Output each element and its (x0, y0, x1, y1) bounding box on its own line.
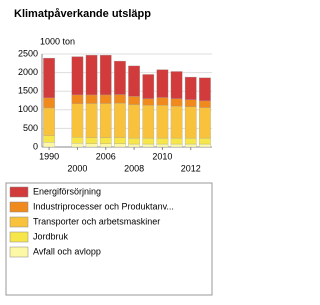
bar-segment (184, 137, 197, 145)
bar-segment (156, 137, 169, 145)
legend-swatch (9, 231, 29, 243)
y-axis-label: 1000 ton (40, 36, 75, 46)
bar-segment (156, 143, 169, 148)
bar-segment (184, 99, 197, 107)
chart: Klimatpåverkande utsläpp 1000 ton 0 500 10… (5, 8, 213, 296)
bar-segment (43, 107, 55, 136)
x-tick-label: 2010 (152, 151, 172, 161)
bar-segment (142, 137, 155, 145)
bar-segment (199, 143, 211, 148)
bar-segment (170, 143, 183, 148)
bar-segment (85, 54, 98, 96)
x-tick-label: 2006 (96, 151, 116, 161)
y-tick-label: 500 (23, 123, 38, 133)
bar-segment (199, 137, 211, 145)
legend-label: Industriprocesser och Produktanv... (33, 201, 174, 211)
bar-segment (184, 106, 197, 139)
bar-segment (114, 102, 126, 138)
bar-segment (114, 94, 126, 104)
x-tick-label: 2012 (181, 163, 201, 173)
bar-segment (184, 143, 197, 148)
bar-segment (128, 104, 140, 139)
legend-frame (5, 182, 213, 296)
bar-segment (156, 105, 169, 139)
y-tick-label: 0 (33, 141, 38, 151)
bar-segment (99, 94, 112, 104)
bar-segment (71, 94, 84, 104)
bar-segment (156, 97, 169, 106)
bar-segment (128, 96, 140, 105)
bar-segment (99, 54, 112, 96)
legend-label: Energiförsörjning (33, 186, 101, 196)
y-tick-label: 2000 (18, 67, 38, 77)
bar-segment (199, 100, 211, 108)
bar-segment (71, 103, 84, 138)
bar-segment (170, 71, 183, 99)
bar-segment (43, 97, 55, 109)
x-tick-label: 1990 (39, 151, 59, 161)
bar-segment (170, 137, 183, 145)
bar-segment (128, 65, 140, 97)
bar-segment (85, 143, 98, 148)
y-tick-label: 1500 (18, 86, 38, 96)
x-tick-label: 2008 (124, 163, 144, 173)
bar-segment (128, 137, 140, 145)
bar-segment (99, 143, 112, 148)
y-tick-label: 2500 (18, 48, 38, 58)
bar-segment (142, 98, 155, 106)
bar-segment (99, 137, 112, 144)
bar-segment (142, 74, 155, 99)
bar-segment (85, 137, 98, 144)
bar-segment (170, 98, 183, 107)
bar-segment (184, 76, 197, 100)
legend-swatch (9, 246, 29, 258)
bar-segment (142, 143, 155, 148)
legend-label: Transporter och arbetsmaskiner (33, 216, 160, 226)
legend-label: Jordbruk (33, 231, 69, 241)
bar-segment (114, 60, 126, 95)
bar-segment (43, 57, 55, 99)
bar-segment (71, 137, 84, 144)
chart-title: Klimatpåverkande utsläpp (14, 8, 151, 20)
legend-label: Avfall och avlopp (33, 246, 101, 256)
bar-segment (71, 56, 84, 96)
bar-segment (156, 69, 169, 98)
bar-segment (99, 103, 112, 138)
bar-segment (114, 143, 126, 148)
bar-segment (43, 142, 55, 148)
bar-segment (43, 135, 55, 143)
legend-swatch (9, 186, 29, 198)
bar-segment (199, 107, 211, 139)
bar-segment (85, 94, 98, 104)
legend-swatch (9, 201, 29, 213)
bar-segment (85, 103, 98, 138)
bar-segment (199, 77, 211, 102)
y-tick-label: 1000 (18, 104, 38, 114)
bar-segment (114, 137, 126, 144)
bar-segment (128, 143, 140, 148)
bar-segment (170, 105, 183, 139)
bar-segment (71, 143, 84, 148)
legend-swatch (9, 216, 29, 228)
bar-segment (142, 105, 155, 139)
x-tick-label: 2000 (67, 163, 87, 173)
